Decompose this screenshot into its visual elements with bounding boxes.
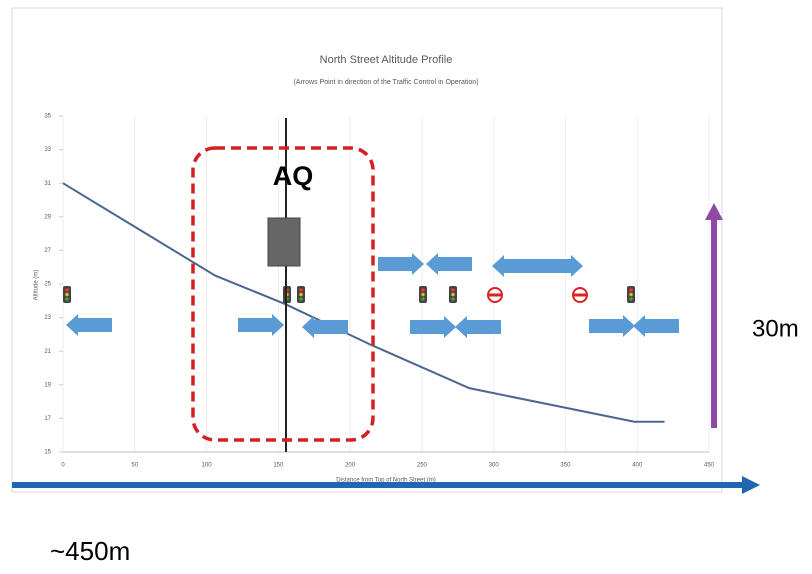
traffic-light-lamp [629,288,633,292]
traffic-light-lamp [65,288,69,292]
no-entry-bar [488,293,502,297]
length-arrow-head [742,476,760,494]
traffic-light-lamp [451,297,455,301]
y-axis-label: Altitude (m) [34,270,40,301]
no-entry-bar [573,293,587,297]
traffic-light-lamp [299,288,303,292]
y-tick-label: 23 [44,315,51,321]
traffic-light-lamp [421,288,425,292]
y-tick-label: 35 [44,114,51,120]
x-tick-label: 250 [417,463,428,469]
direction-arrow [633,315,679,337]
direction-arrow [589,315,635,337]
length-label: ~450m [50,536,130,566]
y-tick-label: 21 [44,349,51,355]
direction-arrow [378,253,424,275]
y-tick-label: 27 [44,248,51,254]
aq-label: AQ [273,161,314,191]
x-tick-label: 100 [202,463,213,469]
traffic-light-lamp [629,292,633,297]
direction-arrow [238,314,284,336]
y-tick-label: 15 [44,450,51,456]
x-tick-label: 400 [632,463,643,469]
height-label: 30m [752,315,799,342]
chart-frame [11,7,723,493]
y-tick-label: 33 [44,147,51,153]
direction-arrow [302,316,348,338]
aq-monitor [267,217,301,267]
traffic-light-lamp [451,292,455,297]
traffic-light-lamp [421,292,425,297]
direction-arrow [426,253,472,275]
y-tick-label: 29 [44,214,51,220]
chart-subtitle: (Arrows Point in direction of the Traffi… [293,79,478,86]
traffic-light-lamp [65,297,69,301]
x-tick-label: 300 [489,463,500,469]
plot-area: 0 50 100 150 200 250 300 350 400 450 15 17 19 21 23 25 2… [44,114,714,469]
altitude-line [62,182,665,423]
x-tick-label: 50 [131,463,138,469]
traffic-light-lamp [451,288,455,292]
traffic-light-lamp [299,297,303,301]
traffic-light-lamp [421,297,425,301]
direction-arrow [66,314,112,336]
direction-arrow [537,255,583,277]
y-tick-label: 17 [44,416,51,422]
x-tick-label: 150 [273,463,284,469]
x-tick-label: 350 [560,463,571,469]
direction-arrow [455,316,501,338]
height-arrow-head [705,203,723,220]
y-tick-label: 31 [44,181,51,187]
traffic-light-lamp [629,297,633,301]
x-tick-label: 200 [345,463,356,469]
direction-arrow [410,316,456,338]
traffic-light-lamp [65,292,69,297]
x-tick-label: 450 [704,463,715,469]
y-tick-label: 25 [44,282,51,288]
x-axis-label: Distance from Top of North Street (m) [336,478,436,484]
chart-title: North Street Altitude Profile [320,54,453,66]
aq-zone [191,146,375,442]
y-tick-label: 19 [44,382,51,388]
traffic-light-lamp [299,292,303,297]
direction-arrow [492,255,538,277]
x-tick-label: 0 [61,463,65,469]
